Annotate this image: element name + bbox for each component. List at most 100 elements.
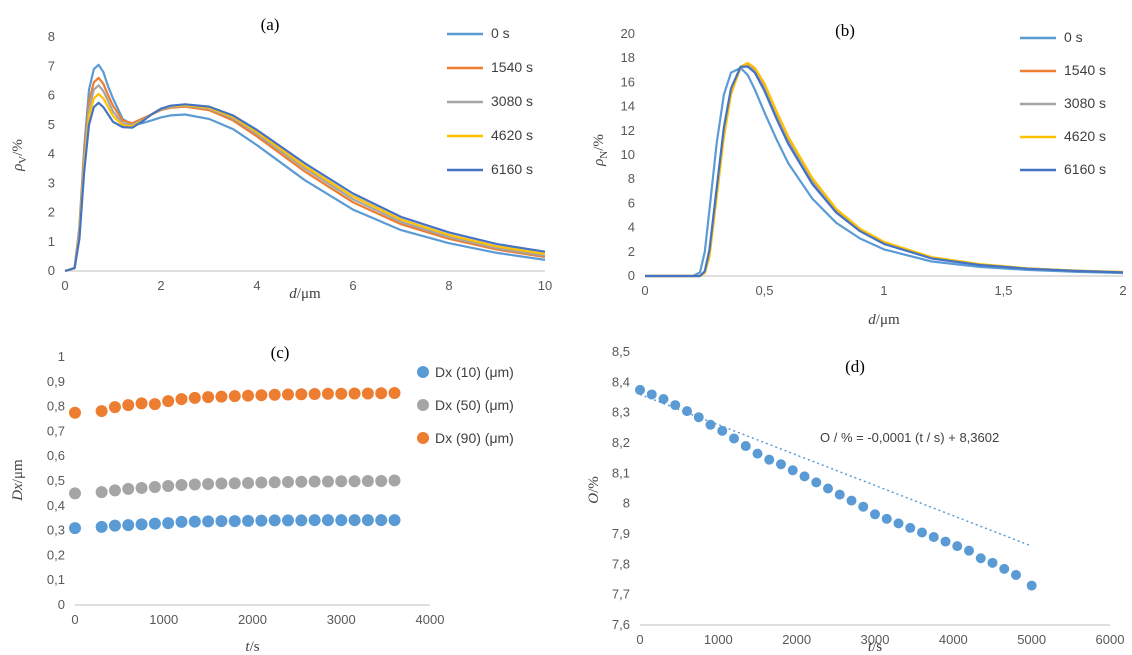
data-point (388, 514, 401, 527)
data-point (95, 520, 108, 533)
data-point (255, 476, 268, 489)
panel-c: 0 0,1 0,2 0,3 0,4 0,5 0,6 0,7 0,8 0,9 1 0 1000 2000 30… (10, 343, 514, 655)
data-point (162, 395, 175, 408)
data-point (361, 514, 374, 527)
x-axis-label: t/s (868, 639, 882, 655)
legend-label: Dx (50) (μm) (435, 397, 514, 413)
legend-swatch (417, 366, 429, 378)
x-axis-label: t/s (245, 639, 259, 655)
y-tick-label: 7,6 (612, 617, 630, 632)
panel-d: 7,6 7,7 7,8 7,9 8 8,1 8,2 8,3 8,4 8,5 0 1000 2000 300… (586, 344, 1124, 655)
data-point (69, 406, 81, 419)
data-point (646, 389, 657, 400)
x-tick-label: 0 (641, 283, 648, 298)
y-tick-label: 7,8 (612, 556, 630, 571)
series-line (645, 61, 1124, 278)
y-tick-label: 4 (628, 220, 635, 235)
y-tick-label: 8 (623, 496, 630, 511)
data-point (228, 477, 241, 490)
data-point (388, 386, 401, 399)
x-tick-label: 0 (71, 612, 78, 627)
panel-a: 0 1 2 3 4 5 6 7 8 0 2 4 6 8 10 (a) d/μm ρV/% 0 s 1540 s 3080… (10, 15, 552, 302)
data-point (987, 557, 998, 568)
legend-label: 1540 s (491, 59, 533, 75)
trendline (639, 393, 1032, 547)
data-point (295, 475, 308, 488)
series-line (645, 66, 1124, 278)
x-tick-label: 2 (1119, 283, 1126, 298)
data-point (228, 390, 241, 403)
data-point (1026, 580, 1037, 591)
data-point (729, 433, 739, 444)
y-tick-label: 8 (48, 29, 55, 44)
y-tick-label: 8,5 (612, 344, 630, 359)
y-tick-label: 3 (48, 175, 55, 190)
data-point (881, 513, 892, 524)
y-tick-label: 0 (48, 263, 55, 278)
panel-title: (a) (261, 15, 280, 34)
x-axis-label: d/μm (868, 312, 900, 328)
data-point (215, 390, 228, 403)
data-point (682, 406, 692, 417)
data-point (764, 454, 775, 465)
data-point (122, 519, 135, 532)
legend-swatch (417, 432, 429, 444)
data-point (242, 476, 255, 489)
legend-label: 4620 s (1064, 128, 1106, 144)
x-tick-label: 1000 (704, 632, 733, 647)
data-point (823, 483, 833, 494)
x-tick-label: 4000 (939, 632, 968, 647)
data-point (975, 553, 986, 564)
x-tick-label: 2000 (238, 612, 267, 627)
data-point (776, 459, 786, 470)
legend-label: 4620 s (491, 127, 533, 143)
data-point (693, 412, 704, 423)
legend-label: 3080 s (491, 93, 533, 109)
data-point (348, 475, 361, 488)
y-axis-label: ρN/% (591, 134, 610, 167)
data-point (635, 384, 645, 395)
x-axis-label: d/μm (289, 286, 321, 302)
data-point (308, 514, 321, 527)
data-point (135, 481, 148, 494)
x-tick-label: 10 (538, 278, 552, 293)
data-point (215, 477, 228, 490)
x-tick-label: 3000 (861, 632, 890, 647)
x-tick-label: 0 (636, 632, 643, 647)
x-tick-label: 3000 (327, 612, 356, 627)
x-tick-label: 4000 (416, 612, 445, 627)
data-point (321, 387, 334, 400)
y-tick-label: 8,4 (612, 374, 630, 389)
data-point (282, 388, 294, 401)
data-point (282, 514, 294, 527)
data-point (799, 471, 810, 482)
data-point (95, 405, 108, 418)
trendline-equation: O / % = -0,0001 (t / s) + 8,3602 (820, 430, 999, 445)
data-point (282, 475, 294, 488)
data-point (69, 487, 81, 500)
x-tick-label: 8 (445, 278, 452, 293)
data-point (846, 495, 857, 506)
data-point (893, 518, 904, 529)
y-tick-label: 10 (621, 147, 635, 162)
data-point (122, 482, 135, 495)
data-point (940, 536, 951, 547)
data-point (670, 400, 681, 411)
data-point (870, 509, 880, 520)
y-tick-label: 1 (48, 234, 55, 249)
data-point (917, 527, 927, 538)
x-tick-label: 6000 (1096, 632, 1125, 647)
data-point (321, 475, 334, 488)
data-point (308, 387, 321, 400)
data-point (308, 475, 321, 488)
data-point (175, 515, 188, 528)
y-tick-label: 7,7 (612, 587, 630, 602)
data-point (148, 517, 161, 530)
data-point (1011, 569, 1021, 580)
data-point (202, 515, 215, 528)
data-point (752, 448, 763, 459)
data-point (255, 389, 268, 402)
data-point (255, 514, 268, 527)
y-tick-label: 0 (58, 597, 65, 612)
series-line (64, 84, 546, 273)
